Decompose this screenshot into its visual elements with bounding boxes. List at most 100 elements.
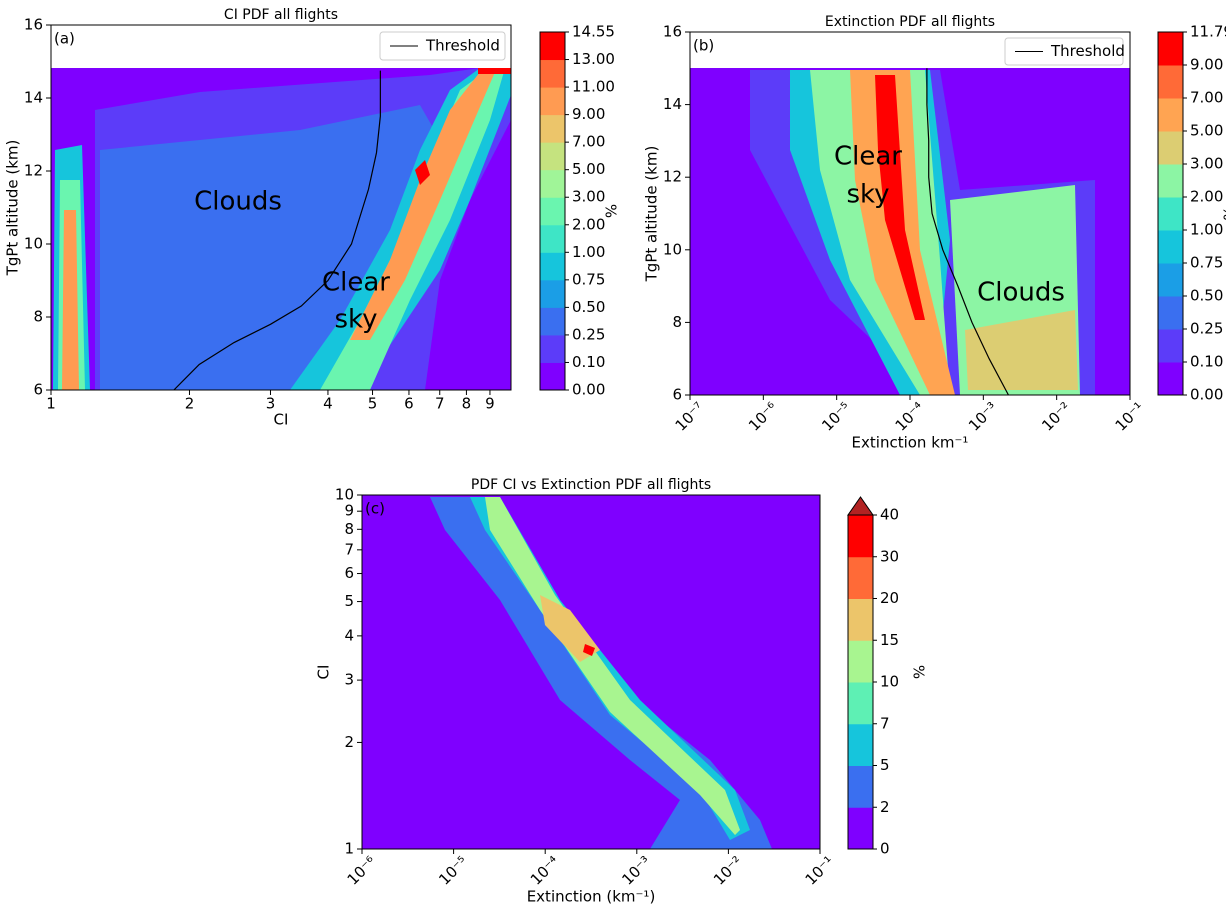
colorbar-bin (540, 59, 565, 88)
y-axis-label: TgPt altitude (km) (643, 146, 661, 283)
colorbar-bin (1158, 197, 1183, 231)
annotation: Clouds (977, 278, 1065, 308)
threshold-line (173, 70, 381, 391)
colorbar-tick-label: 1.00 (572, 243, 605, 261)
y-tick-label: 14 (24, 89, 43, 107)
y-tick-label: 12 (24, 162, 43, 180)
y-tick-label: 16 (24, 16, 43, 34)
colorbar-tick-label: 14.55 (572, 23, 615, 41)
colorbar-bin (848, 515, 873, 558)
y-tick-label: 6 (33, 381, 43, 399)
colorbar-bin (540, 114, 565, 143)
colorbar-tick-label: 0.25 (572, 325, 605, 343)
y-tick-label: 5 (344, 592, 354, 610)
x-tick-label: 6 (404, 395, 414, 413)
colorbar-bin (848, 723, 873, 766)
y-tick-label: 10 (24, 235, 43, 253)
annotation: sky (846, 180, 889, 210)
x-tick-label: 10⁻⁷ (672, 399, 708, 435)
colorbar-bin (540, 169, 565, 198)
y-tick-label: 3 (344, 671, 354, 689)
legend-label: Threshold (1050, 42, 1125, 60)
colorbar-tick-label: 0.50 (572, 298, 605, 316)
colorbar-bin (540, 334, 565, 363)
annotation: Clouds (194, 187, 282, 217)
y-tick-label: 1 (344, 840, 354, 858)
colorbar-tick-label: 7.00 (572, 133, 605, 151)
x-axis-label: Extinction (km⁻¹) (527, 888, 656, 906)
colorbar-tick-label: 2.00 (572, 215, 605, 233)
y-tick-label: 10 (663, 240, 682, 258)
plot-frame (50, 24, 512, 391)
colorbar-label: % (602, 204, 620, 218)
colorbar-tick-label: 1.00 (1190, 221, 1223, 239)
y-tick-label: 9 (344, 502, 354, 520)
y-tick-label: 8 (344, 520, 354, 538)
x-axis-label: Extinction km⁻¹ (852, 434, 969, 452)
x-tick-label: 10⁻¹ (802, 853, 838, 889)
colorbar-bin (1158, 131, 1183, 165)
y-tick-label: 4 (344, 626, 354, 644)
colorbar-bin (540, 307, 565, 336)
colorbar-tick-label: 20 (880, 589, 899, 607)
chart-title: Extinction PDF all flights (825, 14, 995, 30)
panel-label: (a) (54, 30, 75, 48)
chart-title: CI PDF all flights (224, 7, 338, 23)
x-tick-label: 10⁻⁶ (344, 853, 380, 889)
x-tick-label: 10⁻⁵ (818, 399, 854, 435)
colorbar-bin (540, 197, 565, 226)
x-tick-label: 8 (462, 395, 472, 413)
y-tick-label: 7 (344, 540, 354, 558)
colorbar-bin (540, 142, 565, 171)
colorbar-tick-label: 7 (880, 714, 890, 732)
x-tick-label: 10⁻² (710, 853, 746, 889)
colorbar-bin (540, 87, 565, 116)
colorbar-tick-label: 0.75 (1190, 254, 1223, 272)
colorbar-tick-label: 5 (880, 756, 890, 774)
x-tick-label: 10⁻³ (965, 399, 1001, 435)
y-tick-label: 6 (672, 386, 682, 404)
colorbar-bin (540, 32, 565, 61)
x-tick-label: 9 (485, 395, 495, 413)
legend-box (1004, 37, 1124, 66)
y-tick-label: 6 (344, 564, 354, 582)
colorbar-label: % (1220, 206, 1226, 220)
colorbar-bin (1158, 65, 1183, 99)
chart-title: PDF CI vs Extinction PDF all flights (471, 477, 711, 493)
legend-box (379, 31, 506, 61)
colorbar-bin (1158, 296, 1183, 330)
x-tick-label: 10⁻² (1038, 399, 1074, 435)
colorbar-tick-label: 30 (880, 547, 899, 565)
y-axis-label: CI (315, 665, 333, 680)
colorbar-tick-label: 0.10 (1190, 353, 1223, 371)
colorbar-bin (848, 640, 873, 683)
colorbar-bin (848, 682, 873, 725)
plot-frame (361, 494, 821, 850)
x-tick-label: 10⁻⁴ (892, 399, 928, 435)
x-tick-label: 4 (323, 395, 333, 413)
panel-label: (c) (365, 500, 385, 518)
colorbar-frame (539, 31, 566, 391)
x-tick-label: 7 (435, 395, 445, 413)
colorbar-bin (848, 807, 873, 850)
colorbar-tick-label: 3.00 (572, 188, 605, 206)
colorbar-bin (540, 362, 565, 391)
colorbar-tick-label: 11.79 (1190, 23, 1226, 41)
y-tick-label: 8 (672, 313, 682, 331)
y-tick-label: 12 (663, 168, 682, 186)
x-tick-label: 10⁻⁴ (527, 853, 563, 889)
colorbar-extend (847, 496, 874, 516)
colorbar-bin (540, 224, 565, 253)
x-tick-label: 10⁻⁵ (435, 853, 471, 889)
colorbar-tick-label: 2.00 (1190, 188, 1223, 206)
x-axis-label: CI (274, 411, 289, 429)
annotation: Clear (322, 268, 390, 298)
colorbar-tick-label: 40 (880, 506, 899, 524)
y-axis-label: TgPt altitude (km) (4, 140, 22, 277)
threshold-line (926, 68, 1009, 396)
colorbar-tick-label: 0.50 (1190, 287, 1223, 305)
colorbar-tick-label: 0.75 (572, 270, 605, 288)
colorbar-bin (848, 765, 873, 808)
colorbar-bin (1158, 329, 1183, 363)
y-tick-label: 2 (344, 733, 354, 751)
